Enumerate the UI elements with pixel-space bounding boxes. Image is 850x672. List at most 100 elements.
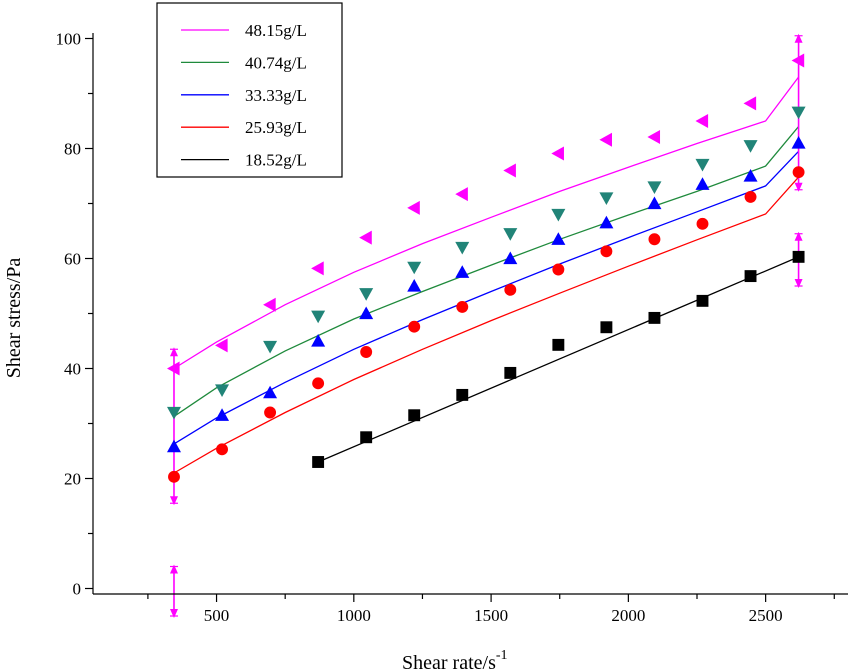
data-point-48.15g/L [695, 114, 709, 128]
data-point-25.93g/L [744, 190, 757, 203]
error-arrow-head [169, 496, 178, 506]
data-point-48.15g/L [455, 187, 468, 202]
data-point-18.52g/L [792, 250, 805, 263]
data-point-25.93g/L [552, 263, 565, 276]
legend-box [156, 2, 343, 178]
x-axis-title: Shear rate/s-1 [402, 648, 508, 672]
error-arrow-head [169, 347, 178, 357]
data-point-18.52g/L [504, 366, 517, 379]
data-point-18.52g/L [408, 409, 421, 422]
data-point-18.52g/L [552, 338, 565, 351]
data-point-25.93g/L [360, 346, 373, 358]
data-point-18.52g/L [360, 431, 373, 444]
data-point-33.33g/L [215, 408, 230, 421]
fit-line-25.93g/L [173, 176, 800, 474]
error-arrows [169, 33, 803, 618]
y-tick-label: 40 [64, 360, 81, 379]
data-point-33.33g/L [551, 232, 566, 245]
legend: 48.15g/L 40.74g/L 33.33g/L 25.93g/L 18.52g/L [156, 2, 343, 178]
data-point-25.93g/L [264, 406, 277, 419]
data-point-18.52g/L [696, 294, 709, 307]
data-point-48.15g/L [407, 200, 420, 215]
data-point-18.52g/L [744, 270, 757, 283]
data-point-40.74g/L [166, 406, 181, 420]
axes: 500 1000 1500 2000 2500 0 20 40 60 80 100 [56, 30, 848, 625]
data-point-40.74g/L [551, 208, 566, 222]
data-point-48.15g/L [166, 361, 180, 376]
data-point-25.93g/L [312, 377, 325, 390]
data-point-25.93g/L [216, 443, 228, 456]
error-arrow-head [794, 279, 803, 288]
data-point-48.15g/L [647, 129, 661, 144]
data-point-40.74g/L [263, 340, 278, 354]
data-point-33.33g/L [311, 334, 326, 347]
x-tick-label: 1000 [337, 606, 371, 625]
y-tick-label: 20 [64, 470, 81, 489]
data-point-25.93g/L [456, 300, 469, 313]
data-point-25.93g/L [408, 320, 421, 333]
fit-line-33.33g/L [173, 150, 800, 445]
legend-label: 18.52g/L [245, 151, 307, 170]
data-point-18.52g/L [456, 388, 469, 401]
data-point-40.74g/L [791, 106, 806, 120]
data-point-33.33g/L [503, 251, 518, 265]
data-point-25.93g/L [600, 245, 613, 258]
x-tick-label: 2000 [611, 606, 645, 625]
data-point-33.33g/L [263, 385, 278, 399]
data-point-40.74g/L [647, 181, 662, 194]
error-arrow-head [794, 182, 803, 192]
data-point-33.33g/L [599, 215, 614, 229]
data-point-48.15g/L [263, 297, 276, 312]
data-point-40.74g/L [311, 310, 326, 324]
data-point-48.15g/L [791, 53, 805, 68]
data-point-25.93g/L [792, 166, 805, 179]
data-point-48.15g/L [743, 96, 757, 111]
data-point-40.74g/L [599, 192, 614, 205]
fit-line-40.74g/L [173, 126, 800, 417]
data-points [166, 53, 806, 483]
data-point-40.74g/L [743, 140, 758, 153]
fit-line-48.15g/L [173, 76, 800, 370]
error-arrow-head [169, 564, 178, 574]
data-point-40.74g/L [407, 261, 422, 275]
data-point-18.52g/L [312, 456, 325, 468]
data-point-33.33g/L [647, 196, 662, 210]
error-arrow-head [794, 33, 803, 43]
data-point-33.33g/L [695, 177, 710, 190]
data-point-25.93g/L [696, 217, 709, 230]
data-point-40.74g/L [359, 288, 374, 301]
data-point-48.15g/L [599, 132, 612, 147]
y-tick-label: 60 [64, 250, 81, 269]
data-point-25.93g/L [168, 470, 180, 483]
error-arrow-head [169, 609, 178, 618]
y-axis-title: Shear stress/Pa [3, 258, 25, 379]
x-axis-title-main: Shear rate/s [402, 652, 496, 672]
error-arrow-head [794, 231, 803, 241]
data-point-33.33g/L [407, 279, 422, 292]
fit-lines [173, 76, 800, 474]
data-point-48.15g/L [311, 261, 324, 276]
data-point-33.33g/L [791, 136, 806, 149]
x-axis-title-sup: -1 [496, 648, 508, 663]
data-point-48.15g/L [503, 163, 516, 178]
x-tick-label: 2500 [749, 606, 783, 625]
legend-label: 25.93g/L [245, 118, 307, 137]
data-point-25.93g/L [648, 233, 661, 246]
x-tick-label: 1500 [474, 606, 508, 625]
legend-label: 33.33g/L [245, 86, 307, 105]
data-point-48.15g/L [359, 230, 372, 245]
data-point-18.52g/L [600, 321, 613, 334]
data-point-48.15g/L [215, 338, 228, 353]
data-point-40.74g/L [455, 241, 470, 255]
data-point-33.33g/L [743, 169, 758, 182]
legend-label: 48.15g/L [245, 21, 307, 40]
data-point-33.33g/L [166, 439, 181, 453]
y-tick-label: 0 [73, 580, 82, 599]
data-point-40.74g/L [503, 228, 518, 241]
x-tick-label: 500 [204, 606, 230, 625]
data-point-18.52g/L [648, 311, 661, 324]
fit-line-18.52g/L [317, 256, 799, 463]
data-point-48.15g/L [551, 146, 564, 161]
y-tick-label: 80 [64, 140, 81, 159]
